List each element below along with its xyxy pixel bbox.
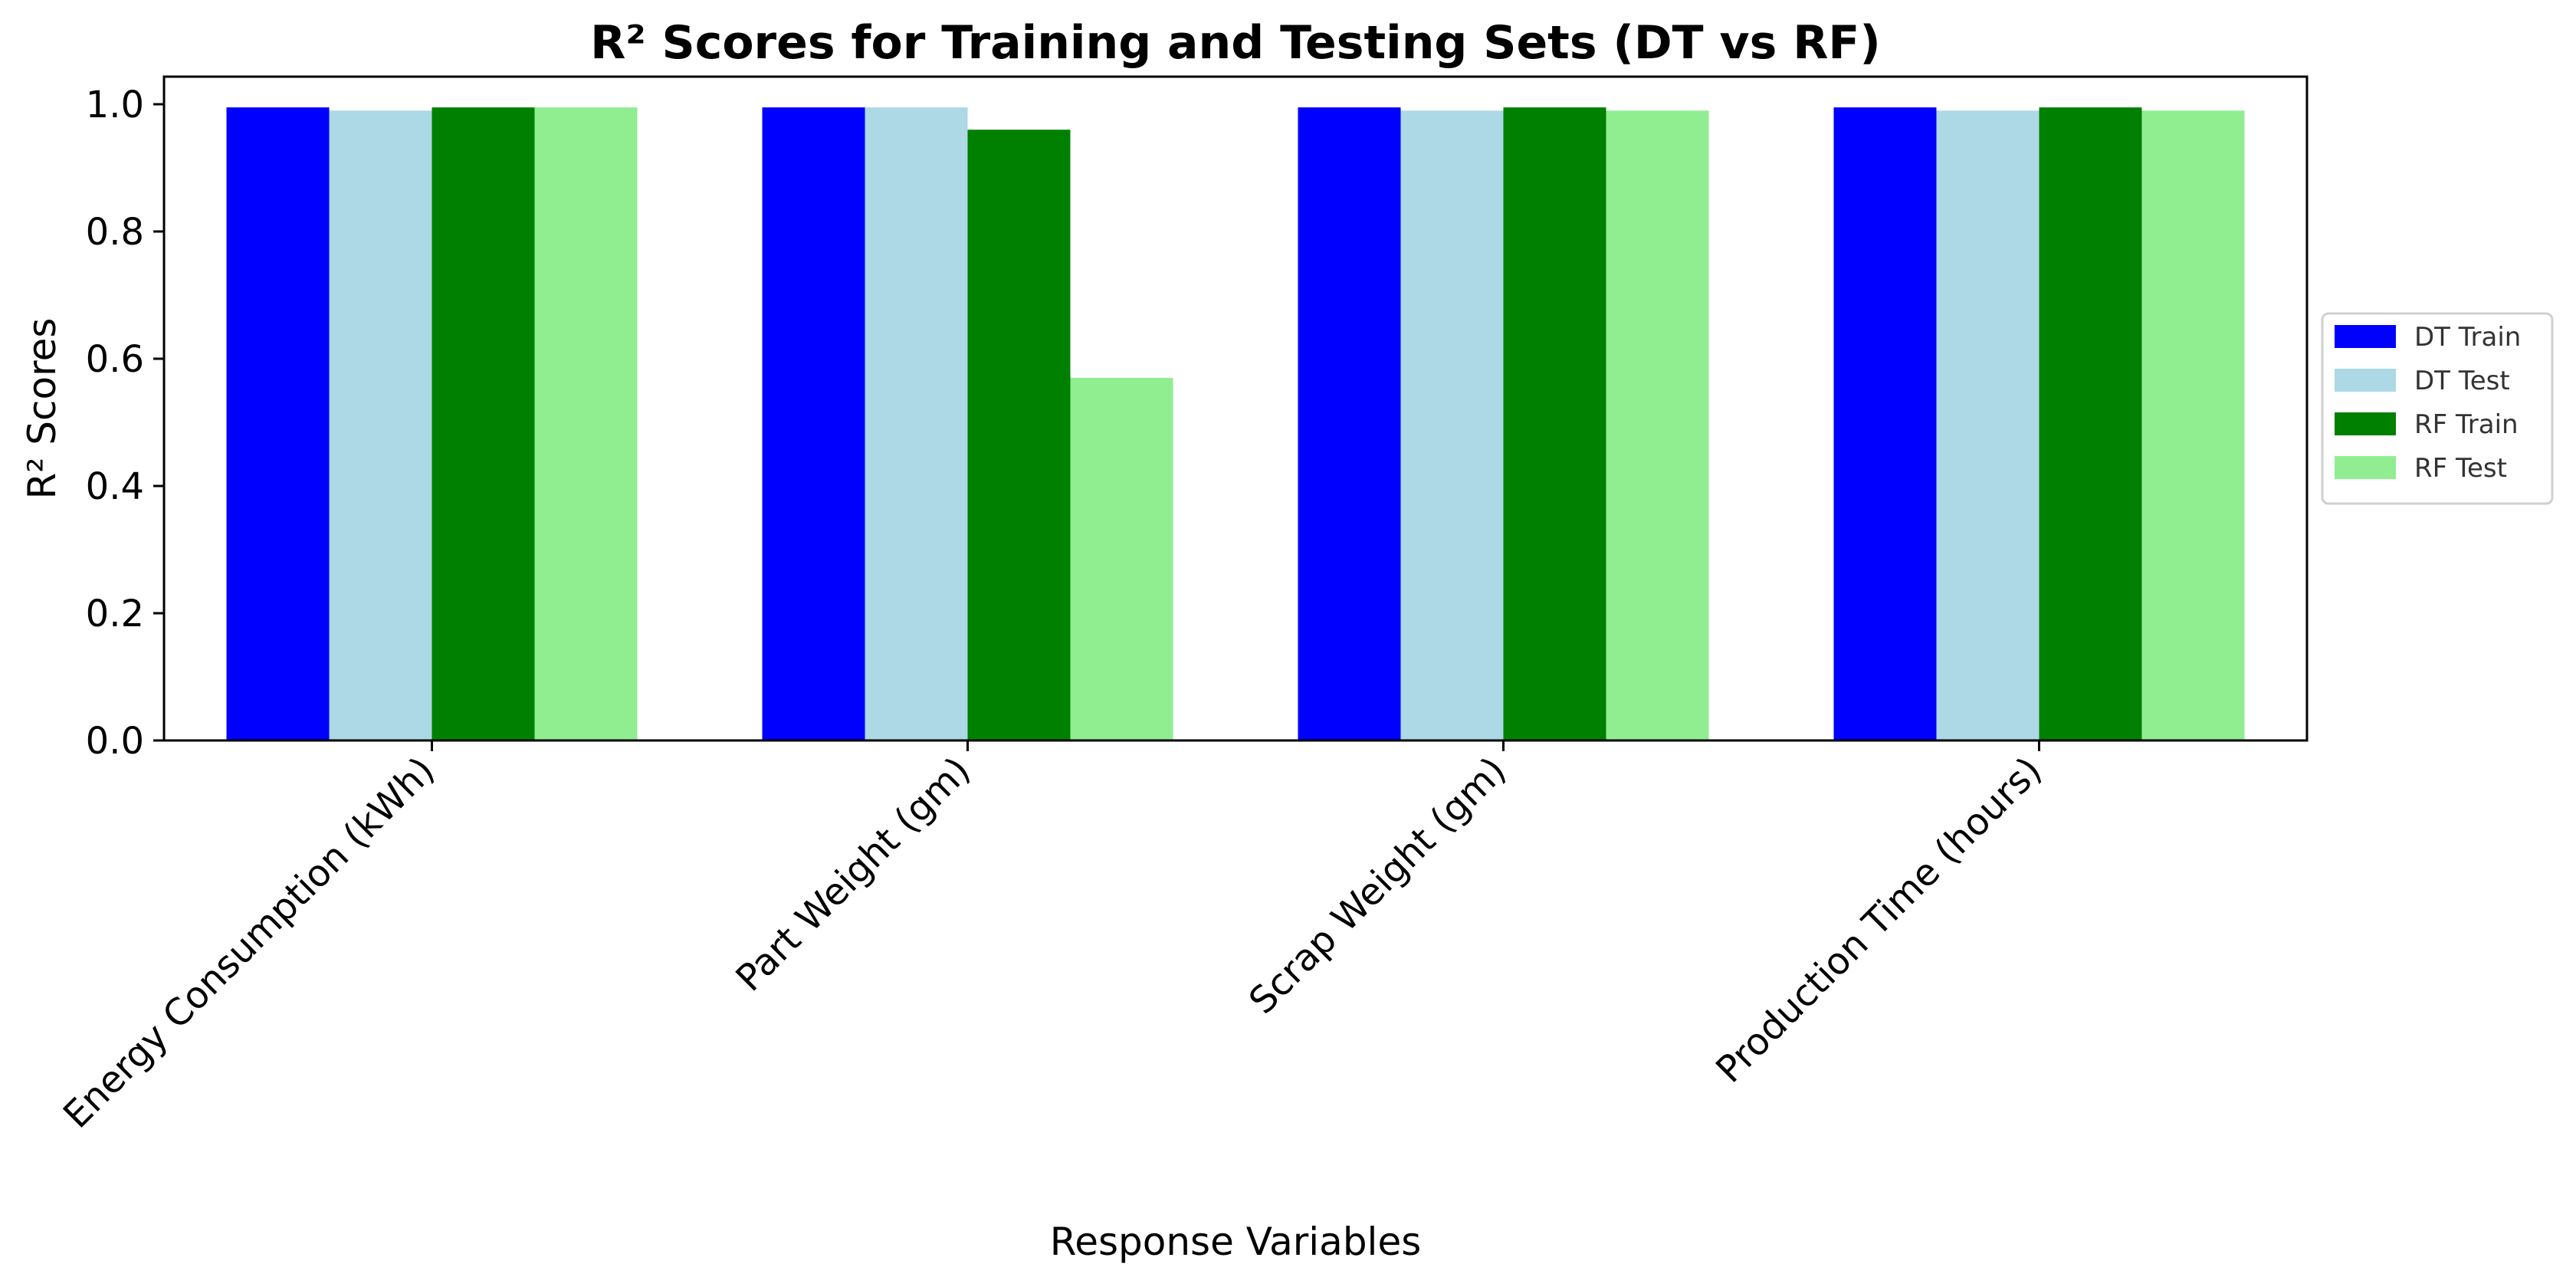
bar-rf-test-0 — [534, 107, 638, 741]
bar-rf-train-1 — [967, 130, 1071, 740]
legend-label-dt-test: DT Test — [2414, 366, 2510, 396]
y-tick-label: 0.2 — [86, 593, 144, 635]
bar-dt-train-2 — [1298, 107, 1401, 741]
legend: DT Train DT Test RF Train RF Test — [2321, 312, 2554, 505]
legend-swatch-dt-test — [2335, 369, 2396, 392]
y-tick-label: 1.0 — [86, 84, 144, 126]
y-axis-ticks: 0.0 0.2 0.4 0.6 0.8 1.0 — [86, 84, 164, 763]
chart-title: R² Scores for Training and Testing Sets … — [590, 16, 1881, 70]
bar-rf-test-2 — [1606, 110, 1709, 741]
bar-dt-test-0 — [329, 110, 432, 741]
x-axis-label: Response Variables — [1050, 1220, 1422, 1264]
bar-rf-train-2 — [1503, 107, 1606, 741]
y-tick-label: 0.6 — [86, 338, 144, 381]
bar-rf-test-3 — [2141, 110, 2245, 741]
bar-dt-train-1 — [762, 107, 865, 741]
bar-rf-test-1 — [1070, 377, 1173, 740]
bar-rf-train-0 — [432, 107, 535, 741]
bar-rf-train-3 — [2039, 107, 2142, 741]
plot-frame — [162, 75, 2309, 742]
bars-group — [226, 107, 2245, 741]
legend-swatch-rf-train — [2335, 412, 2396, 435]
bar-dt-train-3 — [1833, 107, 1937, 741]
bar-dt-test-2 — [1400, 110, 1504, 741]
bar-dt-test-3 — [1936, 110, 2039, 741]
legend-label-rf-test: RF Test — [2414, 453, 2507, 484]
legend-swatch-dt-train — [2335, 325, 2396, 348]
legend-label-rf-train: RF Train — [2414, 409, 2519, 440]
y-tick-label: 0.4 — [86, 465, 144, 508]
legend-label-dt-train: DT Train — [2414, 322, 2521, 353]
bar-dt-test-1 — [865, 107, 968, 741]
legend-swatch-rf-test — [2335, 456, 2396, 479]
y-tick-label: 0.8 — [86, 211, 144, 254]
bar-dt-train-0 — [226, 107, 330, 741]
y-tick-label: 0.0 — [86, 720, 144, 763]
y-axis-label: R² Scores — [20, 318, 64, 500]
